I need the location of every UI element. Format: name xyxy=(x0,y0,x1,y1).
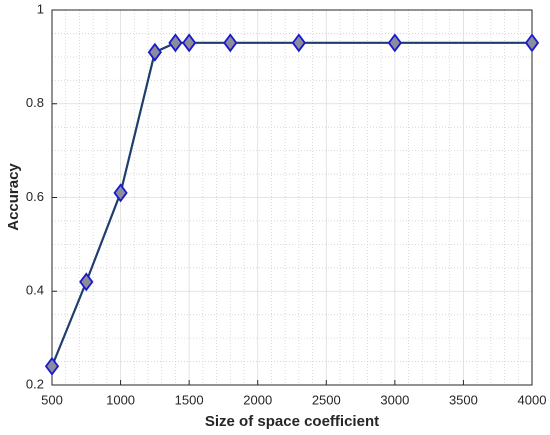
y-tick-label: 1 xyxy=(37,1,44,16)
x-axis-label: Size of space coefficient xyxy=(205,413,379,430)
x-tick-label: 2500 xyxy=(312,392,341,407)
y-tick-label: 0.4 xyxy=(26,283,44,298)
x-tick-label: 1000 xyxy=(106,392,135,407)
x-tick-label: 1500 xyxy=(175,392,204,407)
line xyxy=(50,41,532,367)
y-tick-label: 0.6 xyxy=(26,189,44,204)
y-axis-label: Accuracy xyxy=(5,163,22,231)
marker xyxy=(223,33,238,53)
marker xyxy=(182,33,197,53)
marker xyxy=(79,272,94,292)
x-tick-label: 4000 xyxy=(518,392,547,407)
marker xyxy=(387,33,402,53)
y-tick-label: 0.2 xyxy=(26,376,44,391)
x-tick-label: 3500 xyxy=(449,392,478,407)
marker xyxy=(147,42,162,62)
marker xyxy=(524,33,540,53)
x-tick-label: 2000 xyxy=(243,392,272,407)
marker xyxy=(168,33,183,53)
x-tick-label: 3000 xyxy=(380,392,409,407)
plot-frame xyxy=(51,9,533,386)
marker xyxy=(113,183,128,203)
y-tick-label: 0.8 xyxy=(26,95,44,110)
x-tick-label: 500 xyxy=(41,392,63,407)
marker xyxy=(44,356,60,376)
marker xyxy=(291,33,306,53)
